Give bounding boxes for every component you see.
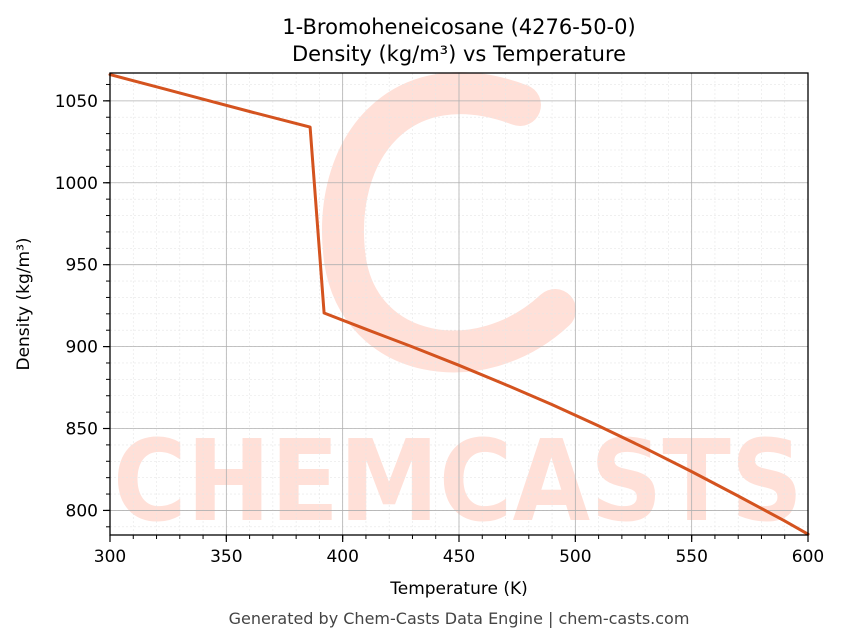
y-axis-label: Density (kg/m³) xyxy=(14,237,34,370)
y-tick-label: 1050 xyxy=(55,92,98,112)
x-tick-label: 500 xyxy=(559,547,591,567)
x-tick-label: 450 xyxy=(443,547,475,567)
watermark-text: CHEMCASTS xyxy=(113,417,803,547)
y-tick-label: 1000 xyxy=(55,174,98,194)
y-tick-label: 850 xyxy=(66,420,98,440)
x-tick-label: 300 xyxy=(94,547,126,567)
footer-credit: Generated by Chem-Casts Data Engine | ch… xyxy=(229,609,690,628)
x-tick-label: 350 xyxy=(210,547,242,567)
chart-title: 1-Bromoheneicosane (4276-50-0) xyxy=(282,15,635,39)
watermark: CHEMCASTS xyxy=(113,72,803,547)
x-axis: 300 350 400 450 500 550 600 xyxy=(94,535,824,567)
y-axis: 800 850 900 950 1000 1050 xyxy=(55,83,110,528)
x-tick-label: 400 xyxy=(326,547,358,567)
density-series-line xyxy=(108,73,810,536)
y-tick-label: 800 xyxy=(66,501,98,521)
x-tick-label: 600 xyxy=(792,547,824,567)
y-tick-label: 950 xyxy=(66,256,98,276)
watermark-logo-icon xyxy=(322,72,576,373)
y-tick-label: 900 xyxy=(66,338,98,358)
x-axis-label: Temperature (K) xyxy=(389,579,528,599)
x-tick-label: 550 xyxy=(675,547,707,567)
series-layer xyxy=(108,73,810,536)
chart-subtitle: Density (kg/m³) vs Temperature xyxy=(292,42,626,66)
